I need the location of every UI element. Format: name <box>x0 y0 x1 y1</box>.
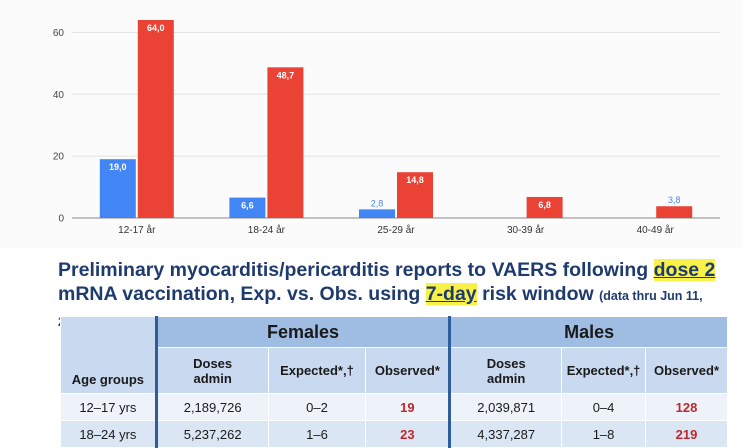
males-expected-header: Expected*,† <box>561 347 647 394</box>
females-doses-header: Doses admin <box>154 347 269 394</box>
males-doses-header: Doses admin <box>448 347 563 394</box>
heading-window-highlight: 7-day <box>425 283 477 305</box>
heading-line2-text: mRNA vaccination, Exp. vs. Obs. using <box>58 283 426 305</box>
male-doses-cell: 2,039,871 <box>448 393 563 421</box>
x-tick-label: 12-17 år <box>118 224 156 236</box>
table-row: 12–17 yrs 2,189,726 0–2 19 2,039,871 0–4… <box>60 393 728 421</box>
males-header: Males <box>448 316 728 348</box>
bar-value-label: 14,8 <box>406 175 424 185</box>
bar-value-label: 6,6 <box>241 201 254 211</box>
y-tick-label: 20 <box>53 152 65 163</box>
male-expected-cell: 0–4 <box>561 393 647 421</box>
female-doses-cell: 5,237,262 <box>154 420 269 448</box>
bar-value-label: 64,0 <box>147 23 165 33</box>
bar-chart-svg: 0 20 40 60 19,0 64,0 12-17 år 6,6 48,7 18-24 år 2,… <box>53 20 720 236</box>
bar-value-label: 48,7 <box>277 70 295 80</box>
doses-line2: admin <box>487 370 526 386</box>
bar-red <box>526 196 563 218</box>
doses-line1: Doses <box>193 355 233 371</box>
x-tick-label: 25-29 år <box>377 224 415 236</box>
male-observed-cell: 128 <box>645 393 728 421</box>
bar-chart: 0 20 40 60 19,0 64,0 12-17 år 6,6 48,7 18-24 år 2,… <box>52 20 720 236</box>
bar-red <box>656 206 693 218</box>
females-expected-header: Expected*,† <box>267 347 367 394</box>
bar-red <box>267 67 304 218</box>
male-doses-cell: 4,337,287 <box>448 420 563 448</box>
bar-red <box>137 20 174 218</box>
males-observed-header: Observed* <box>645 347 728 394</box>
bar-value-label: 3,8 <box>668 195 681 205</box>
age-cell: 12–17 yrs <box>60 393 157 421</box>
x-tick-label: 30-39 år <box>507 224 545 236</box>
bar-value-label: 19,0 <box>109 162 127 172</box>
male-observed-cell: 219 <box>645 420 728 448</box>
bar-blue <box>359 209 395 218</box>
male-expected-cell: 1–8 <box>561 420 647 448</box>
bar-value-label: 2,8 <box>371 198 384 208</box>
doses-line1: Doses <box>486 355 526 371</box>
doses-line2: admin <box>193 370 232 386</box>
female-observed-cell: 23 <box>365 420 451 448</box>
heading-dose-highlight: dose 2 <box>653 259 716 281</box>
table-row: 18–24 yrs 5,237,262 1–6 23 4,337,287 1–8… <box>60 420 728 448</box>
myocarditis-table: Age groups Females Males Doses admin Expe… <box>60 316 728 448</box>
age-groups-header: Age groups <box>60 316 157 394</box>
female-expected-cell: 1–6 <box>267 420 367 448</box>
y-tick-label: 0 <box>58 214 64 225</box>
bar-blue <box>229 197 266 218</box>
y-tick-label: 40 <box>53 90 65 101</box>
female-observed-cell: 19 <box>365 393 451 421</box>
heading-line1-text: Preliminary myocarditis/pericarditis rep… <box>58 259 654 281</box>
heading-line2-post: risk window <box>476 283 600 305</box>
x-tick-label: 40-49 år <box>637 224 675 236</box>
table-heading: Preliminary myocarditis/pericarditis rep… <box>58 258 738 334</box>
bar-red <box>397 172 433 218</box>
female-doses-cell: 2,189,726 <box>154 393 269 421</box>
bar-value-label: 6,8 <box>538 200 551 210</box>
age-cell: 18–24 yrs <box>60 420 157 448</box>
females-observed-header: Observed* <box>365 347 451 394</box>
y-tick-label: 60 <box>53 28 65 39</box>
bar-blue <box>99 159 136 218</box>
female-expected-cell: 0–2 <box>267 393 367 421</box>
x-tick-label: 18-24 år <box>248 224 286 236</box>
females-header: Females <box>154 316 451 348</box>
